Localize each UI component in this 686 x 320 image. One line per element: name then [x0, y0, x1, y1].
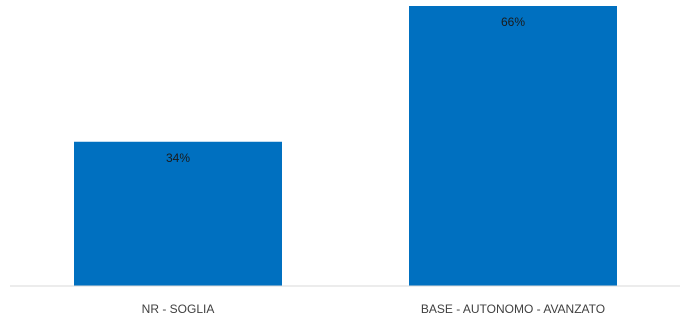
- data-label-2: 66%: [501, 15, 525, 29]
- bar-1: [74, 141, 282, 286]
- category-label-2: BASE - AUTONOMO - AVANZATO: [421, 302, 605, 316]
- data-label-1: 34%: [166, 151, 190, 165]
- bar-2: [409, 6, 617, 286]
- labels-group: 34% NR - SOGLIA 66% BASE - AUTONOMO - AVANZ…: [142, 15, 605, 316]
- category-label-1: NR - SOGLIA: [142, 302, 215, 316]
- bars-group: [74, 6, 617, 286]
